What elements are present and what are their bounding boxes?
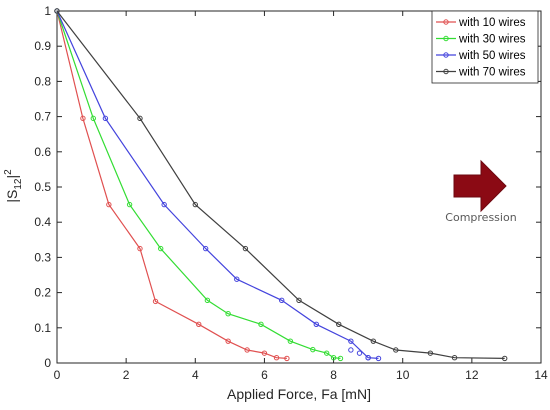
legend-label: with 30 wires: [458, 34, 526, 46]
x-tick-label: 6: [261, 368, 268, 382]
data-point: [365, 355, 371, 361]
data-point: [261, 350, 268, 356]
y-tick-label: 0.7: [34, 110, 51, 124]
data-point: [330, 355, 337, 361]
data-point: [106, 201, 112, 208]
data-point: [102, 115, 109, 122]
data-point: [296, 297, 302, 304]
data-point: [502, 355, 508, 362]
data-point: [204, 297, 211, 304]
y-tick-label: 0.3: [34, 250, 51, 264]
series-layer: [54, 8, 508, 362]
data-point: [244, 347, 250, 353]
legend-label: with 50 wires: [458, 50, 526, 62]
data-point: [196, 321, 202, 327]
data-point: [313, 321, 319, 327]
data-point: [356, 350, 363, 356]
y-tick-label: 0.1: [34, 321, 51, 335]
data-point: [242, 245, 249, 252]
y-tick-label: 0: [44, 356, 51, 370]
x-tick-label: 10: [396, 368, 410, 382]
right-arrow-icon: [453, 159, 507, 213]
y-tick-label: 0.4: [34, 215, 51, 229]
data-point: [90, 115, 97, 122]
data-point: [234, 276, 240, 282]
x-tick-label: 2: [123, 368, 130, 382]
legend-marker: [443, 19, 449, 25]
data-point: [427, 350, 434, 356]
compression-annotation: Compression: [445, 159, 517, 224]
data-point: [137, 245, 143, 252]
data-point: [287, 338, 294, 344]
y-tick-label: 0.5: [34, 180, 51, 194]
series-line: [56, 10, 379, 359]
compression-label: Compression: [445, 211, 516, 224]
x-tick-label: 0: [54, 368, 61, 382]
data-point: [126, 201, 133, 208]
data-point: [273, 355, 280, 361]
y-tick-label: 0.8: [34, 74, 51, 88]
data-point: [192, 201, 198, 208]
y-tick-label: 1: [44, 4, 51, 18]
series-1: [54, 8, 290, 362]
x-tick-label: 8: [330, 368, 337, 382]
data-point: [225, 311, 231, 317]
series-2: [54, 8, 344, 362]
data-point: [337, 355, 344, 362]
data-point: [258, 321, 264, 327]
data-point: [284, 355, 290, 362]
data-point: [202, 245, 209, 252]
x-tick-label: 12: [465, 368, 479, 382]
data-point: [54, 8, 60, 14]
data-point: [80, 115, 86, 122]
y-tick-label: 0.2: [34, 286, 51, 300]
data-point: [348, 347, 354, 353]
series-3: [54, 8, 382, 362]
data-point: [161, 201, 167, 208]
data-point: [279, 297, 285, 304]
legend-label: with 10 wires: [458, 17, 526, 29]
legend-marker: [443, 68, 449, 75]
data-point: [348, 338, 354, 344]
data-point: [158, 245, 164, 252]
x-axis-label: Applied Force, Fa [mN]: [227, 386, 371, 402]
series-line: [56, 10, 341, 359]
series-line: [56, 10, 287, 359]
x-tick-label: 4: [192, 368, 199, 382]
data-point: [393, 347, 399, 353]
series-4: [54, 8, 508, 362]
series-line: [56, 10, 505, 359]
data-point: [370, 338, 377, 344]
data-point: [451, 355, 458, 361]
y-axis-label: |S12|2: [3, 169, 24, 203]
legend-label: with 70 wires: [458, 67, 526, 79]
legend-marker: [443, 35, 449, 42]
data-point: [310, 346, 316, 353]
data-point: [225, 338, 231, 344]
legend-marker: [443, 52, 449, 58]
data-point: [375, 355, 382, 362]
legend: with 10 wires with 30 wires with 50 wires w…: [431, 10, 539, 84]
data-point: [137, 115, 143, 122]
y-tick-label: 0.6: [34, 145, 51, 159]
data-point: [323, 350, 330, 356]
data-point: [336, 321, 342, 327]
x-tick-label: 14: [534, 368, 548, 382]
data-point: [152, 298, 159, 305]
y-tick-label: 0.9: [34, 39, 51, 53]
